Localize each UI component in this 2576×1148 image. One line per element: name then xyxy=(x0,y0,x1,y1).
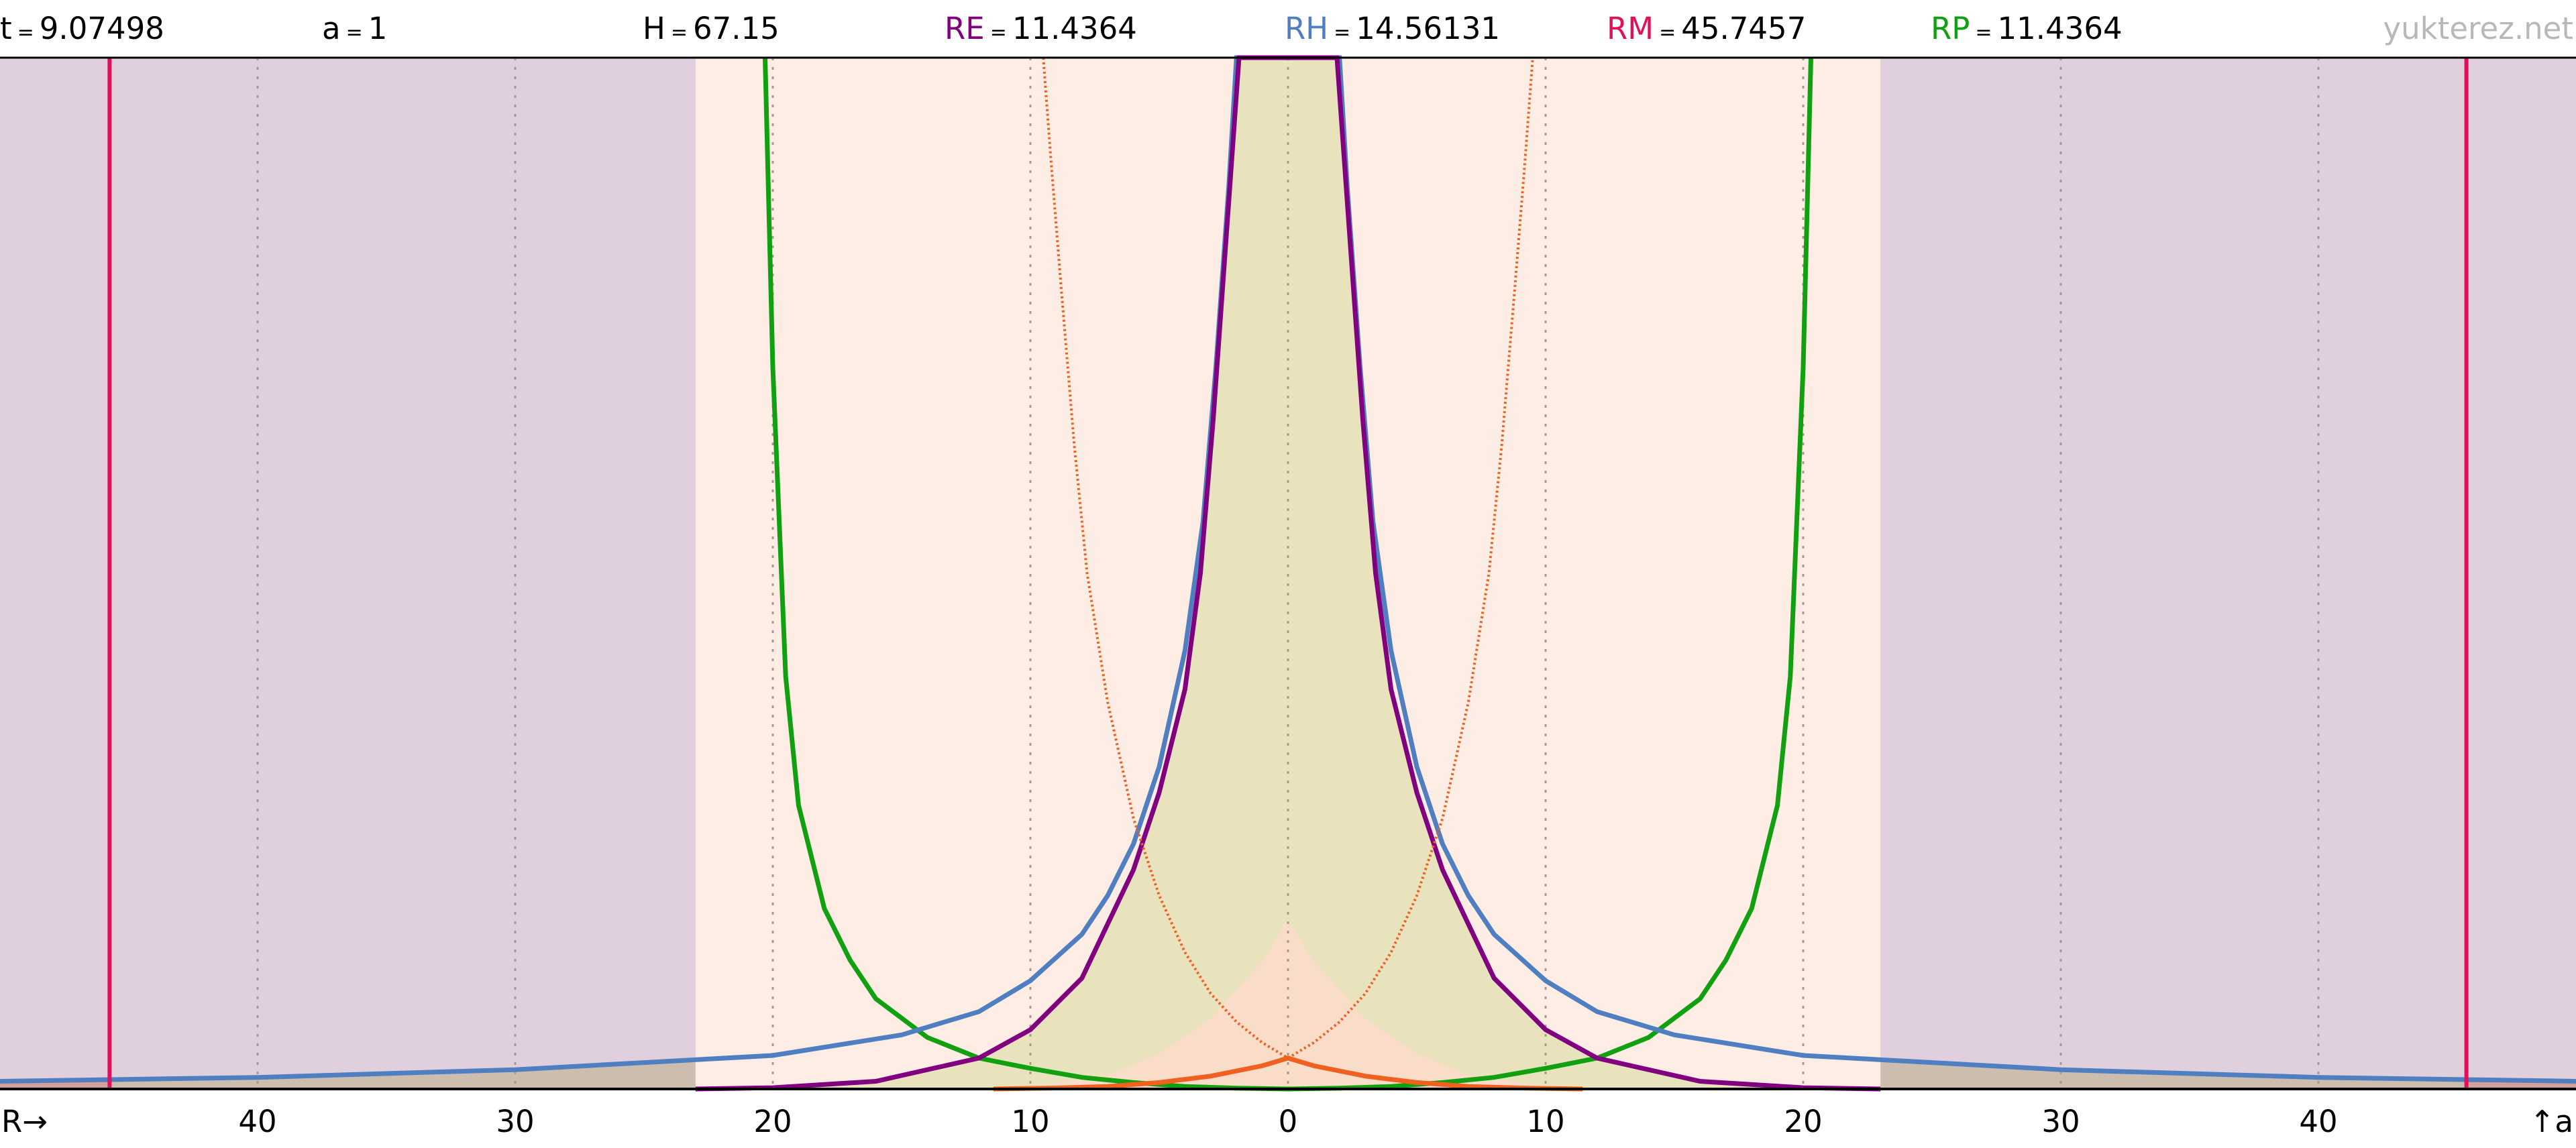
fill-base-band xyxy=(695,58,1881,1089)
param-rp: RP = 11.4364 xyxy=(1931,11,2123,46)
param-equals: = xyxy=(1334,21,1350,44)
x-tick-label-0: 40 xyxy=(238,1104,276,1139)
x-tick-label-4: 0 xyxy=(1279,1104,1298,1139)
series-line-5 xyxy=(993,1055,1583,1092)
series-line-3 xyxy=(1042,57,1289,1059)
x-tick-label-8: 40 xyxy=(2299,1104,2337,1139)
plot-area: 40 30 20 10 0 10 20 30 40 R→ ↑a xyxy=(0,55,2576,1139)
param-label: H xyxy=(643,11,665,46)
param-equals: = xyxy=(17,21,34,44)
param-value: 9.07498 xyxy=(40,11,164,46)
x-tick-label-5: 10 xyxy=(1526,1104,1564,1139)
param-value: 45.7457 xyxy=(1681,11,1806,46)
site-watermark: yukterez.net xyxy=(2383,11,2573,46)
param-label: RP xyxy=(1931,11,1970,46)
param-label: RM xyxy=(1607,11,1654,46)
parameter-header: t = 9.07498 a = 1 H = 67.15 RE = 11.4364 RH = 14.56131… xyxy=(0,11,2573,46)
param-equals: = xyxy=(990,21,1007,44)
fill-orange-region xyxy=(993,919,1583,1089)
param-h: H = 67.15 xyxy=(643,11,780,46)
param-rh: RH = 14.56131 xyxy=(1285,11,1500,46)
x-tick-label-6: 20 xyxy=(1784,1104,1822,1139)
param-equals: = xyxy=(671,21,688,44)
param-label: t xyxy=(0,11,12,46)
param-a: a = 1 xyxy=(322,11,387,46)
param-equals: = xyxy=(1975,21,1992,44)
param-value: 11.4364 xyxy=(1012,11,1137,46)
fill-purple-region xyxy=(695,58,1881,1089)
y-axis-label: ↑a xyxy=(2530,1104,2573,1139)
param-label: a xyxy=(322,11,341,46)
param-value: 67.15 xyxy=(693,11,780,46)
x-axis-label: R→ xyxy=(1,1104,48,1139)
param-value: 11.4364 xyxy=(1998,11,2123,46)
param-rm: RM = 45.7457 xyxy=(1607,11,1806,46)
param-label: RH xyxy=(1285,11,1328,46)
param-t: t = 9.07498 xyxy=(0,11,164,46)
x-tick-label-7: 30 xyxy=(2041,1104,2080,1139)
param-equals: = xyxy=(346,21,363,44)
fill-blue-region xyxy=(0,58,2576,1082)
param-re: RE = 11.4364 xyxy=(945,11,1137,46)
x-tick-label-3: 10 xyxy=(1011,1104,1049,1139)
x-tick-label-2: 20 xyxy=(753,1104,792,1139)
param-value: 14.56131 xyxy=(1356,11,1500,46)
series-line-4 xyxy=(1287,57,1534,1059)
param-equals: = xyxy=(1659,21,1676,44)
x-tick-label-1: 30 xyxy=(496,1104,534,1139)
param-label: RE xyxy=(945,11,985,46)
param-value: 1 xyxy=(368,11,388,46)
